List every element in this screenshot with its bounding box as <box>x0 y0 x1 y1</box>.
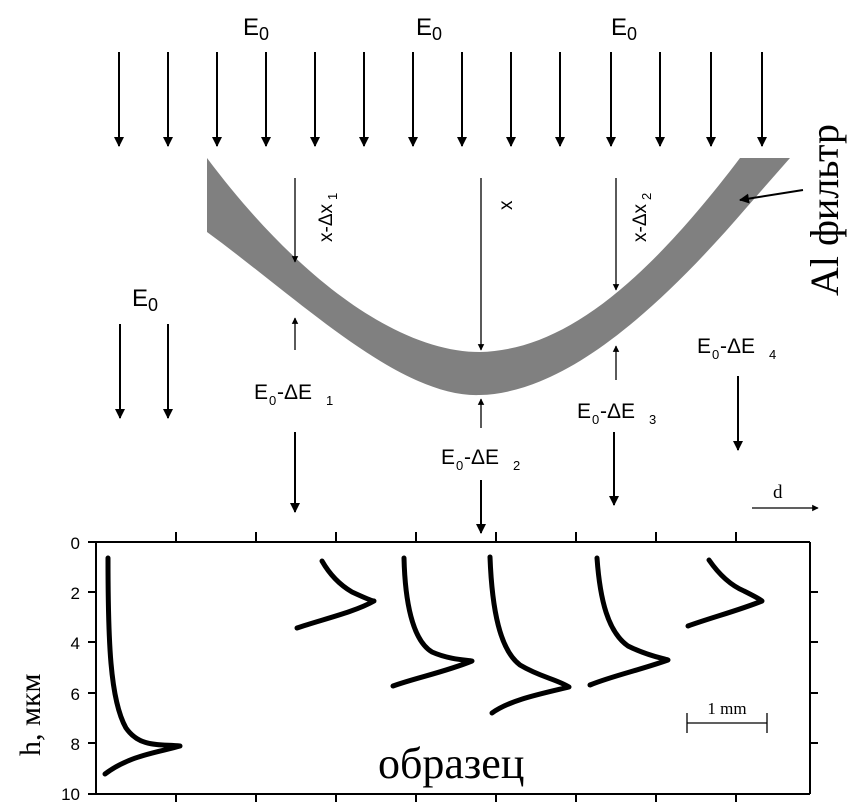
y-axis-label: h, мкм <box>14 673 47 756</box>
incident-energy-label-2: E 0 <box>416 14 442 44</box>
svg-text:-ΔE: -ΔE <box>720 335 755 358</box>
energy-label-1: E 0 -ΔE 1 <box>254 381 333 408</box>
svg-text:0: 0 <box>592 412 599 427</box>
svg-text:E: E <box>254 381 268 404</box>
scale-bar: 1 mm <box>686 699 768 733</box>
energy-label-2: E 0 -ΔE 2 <box>441 446 520 473</box>
incident-energy-label-1: E 0 <box>243 14 269 44</box>
al-filter-band <box>207 158 790 396</box>
transmitted-arrows <box>290 376 743 534</box>
svg-text:2: 2 <box>513 458 520 473</box>
svg-text:x: x <box>496 200 517 210</box>
d-direction: d <box>752 482 819 512</box>
y-tick-label: 10 <box>61 785 80 802</box>
svg-text:x-Δx: x-Δx <box>630 203 651 242</box>
svg-text:E: E <box>441 446 455 469</box>
svg-text:1: 1 <box>325 193 340 200</box>
y-tick-label: 4 <box>71 634 80 653</box>
path-1: x-Δx 1 <box>291 178 340 350</box>
depth-profile-3 <box>390 555 475 689</box>
y-tick-label: 0 <box>71 534 80 553</box>
svg-text:4: 4 <box>769 347 776 362</box>
energy-label-3: E 0 -ΔE 3 <box>577 400 656 427</box>
unfiltered-arrows <box>115 324 173 419</box>
svg-text:E: E <box>577 400 591 423</box>
svg-text:E: E <box>243 14 259 41</box>
incident-energy-label-3: E 0 <box>611 14 637 44</box>
svg-text:1: 1 <box>326 393 333 408</box>
svg-text:1 mm: 1 mm <box>707 699 746 718</box>
y-tick-label: 8 <box>71 735 80 754</box>
path-3: x-Δx 2 <box>612 178 654 380</box>
svg-text:-ΔE: -ΔE <box>464 446 499 469</box>
sample-label: образец <box>378 739 524 788</box>
depth-profile-4 <box>487 554 572 716</box>
svg-text:0: 0 <box>432 24 442 44</box>
svg-text:x-Δx: x-Δx <box>316 203 337 242</box>
svg-text:0: 0 <box>269 393 276 408</box>
y-tick-label: 2 <box>71 584 80 603</box>
svg-text:E: E <box>132 285 148 312</box>
filter-label: Al фильтр <box>802 124 847 296</box>
filter-pointer-arrow <box>739 189 804 204</box>
incident-energy-label-left: E 0 <box>132 285 158 315</box>
svg-text:0: 0 <box>712 347 719 362</box>
svg-text:0: 0 <box>627 24 637 44</box>
svg-text:3: 3 <box>649 412 656 427</box>
svg-text:E: E <box>416 14 432 41</box>
depth-profile-5 <box>587 555 671 688</box>
energy-label-4: E 0 -ΔE 4 <box>697 335 776 362</box>
depth-profile-2 <box>294 558 377 631</box>
depth-profiles <box>102 554 765 777</box>
path-2: x <box>477 178 517 428</box>
y-tick-label: 6 <box>71 685 80 704</box>
incident-arrows <box>114 52 767 147</box>
svg-text:2: 2 <box>639 193 654 200</box>
y-tick-labels: 0 2 4 6 8 10 <box>61 534 80 802</box>
svg-text:0: 0 <box>456 458 463 473</box>
depth-profile-1 <box>102 555 183 777</box>
svg-text:0: 0 <box>259 24 269 44</box>
depth-profile-6 <box>685 557 765 629</box>
svg-text:0: 0 <box>148 295 158 315</box>
svg-text:d: d <box>773 482 783 503</box>
svg-text:-ΔE: -ΔE <box>277 381 312 404</box>
svg-text:E: E <box>697 335 711 358</box>
sample-plot-frame <box>88 532 818 802</box>
svg-text:-ΔE: -ΔE <box>600 400 635 423</box>
svg-text:E: E <box>611 14 627 41</box>
